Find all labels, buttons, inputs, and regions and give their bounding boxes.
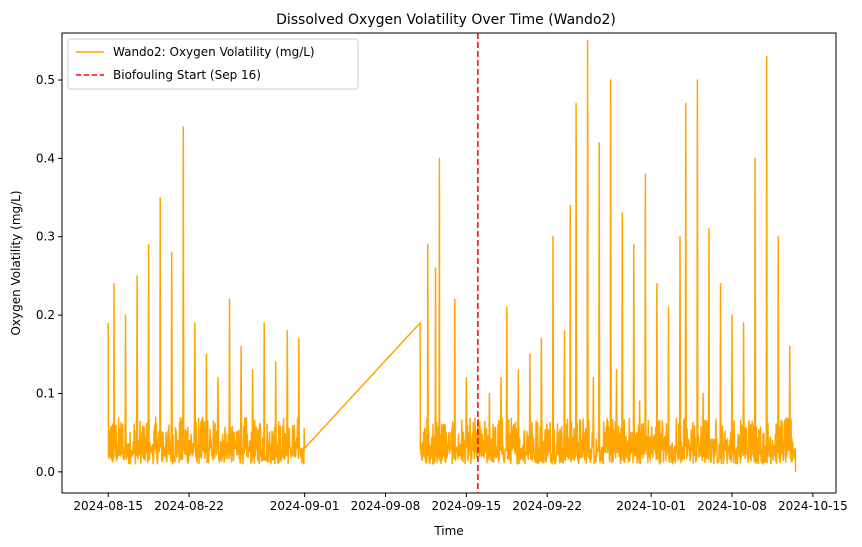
x-tick-label: 2024-09-01: [270, 499, 340, 513]
x-tick-label: 2024-08-15: [73, 499, 143, 513]
plot-frame: [61, 32, 837, 494]
legend-box: [67, 38, 359, 90]
x-tick-label: 2024-09-15: [431, 499, 501, 513]
x-tick-label: 2024-10-15: [778, 499, 848, 513]
x-tick-label: 2024-10-08: [697, 499, 767, 513]
legend-entry-biofouling-start: Biofouling Start (Sep 16): [113, 68, 261, 82]
y-axis-label: Oxygen Volatility (mg/L): [9, 190, 23, 335]
series-layer: [107, 40, 797, 472]
y-tick-label: 0.5: [36, 73, 55, 87]
x-tick-label: 2024-08-22: [154, 499, 224, 513]
y-tick-label: 0.1: [36, 386, 55, 400]
y-tick-label: 0.2: [36, 308, 55, 322]
chart-title: Dissolved Oxygen Volatility Over Time (W…: [276, 12, 616, 28]
y-tick-label: 0.0: [36, 465, 55, 479]
y-axis: 0.0 0.1 0.2 0.3 0.4 0.5: [36, 73, 62, 479]
series-line-oxygen-volatility: [107, 40, 797, 472]
x-tick-label: 2024-09-08: [351, 499, 421, 513]
plot-area: 2024-08-15 2024-08-22 2024-09-01 2024-09-08…: [36, 32, 848, 513]
x-axis-label: Time: [433, 524, 463, 538]
x-tick-label: 2024-09-22: [512, 499, 582, 513]
y-tick-label: 0.3: [36, 230, 55, 244]
y-tick-label: 0.4: [36, 151, 55, 165]
x-tick-label: 2024-10-01: [616, 499, 686, 513]
x-axis: 2024-08-15 2024-08-22 2024-09-01 2024-09-08…: [73, 493, 848, 513]
legend: Wando2: Oxygen Volatility (mg/L) Biofoul…: [67, 38, 359, 90]
legend-entry-oxygen-volatility: Wando2: Oxygen Volatility (mg/L): [113, 45, 315, 59]
